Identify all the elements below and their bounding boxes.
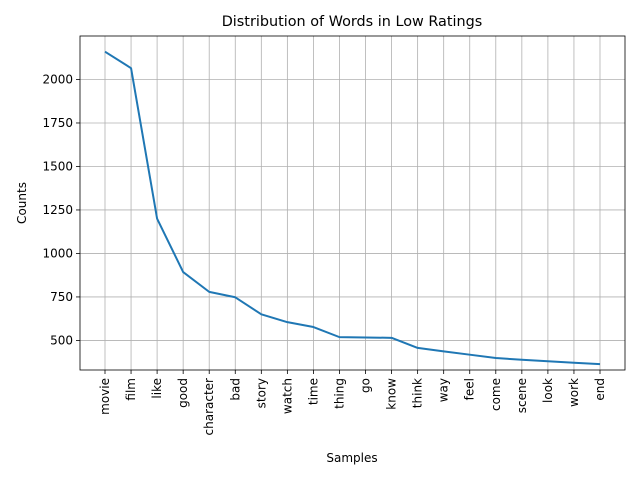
grid-lines [80,36,625,370]
x-tick-label: story [254,378,268,408]
x-tick-label: think [411,378,425,408]
x-axis-ticks: movie film like good character bad story watch t… [98,370,607,435]
series-line [104,50,601,366]
y-tick-label: 500 [50,333,73,347]
x-tick-label: come [489,378,503,411]
y-tick-label: 1500 [42,159,73,173]
x-tick-label: scene [515,378,529,413]
x-axis-label: Samples [326,451,377,465]
chart-title: Distribution of Words in Low Ratings [222,14,483,30]
axes-frame [79,35,626,371]
x-tick-label: character [202,378,216,436]
x-tick-label: look [541,378,555,403]
x-tick-label: thing [332,378,346,409]
x-tick-label: film [124,378,138,401]
plot-area-border [79,35,626,371]
x-tick-label: way [437,378,451,402]
x-tick-label: movie [98,378,112,415]
x-tick-label: bad [228,378,242,401]
y-tick-label: 1000 [42,246,73,260]
x-tick-label: watch [280,378,294,414]
x-tick-label: good [176,378,190,408]
y-tick-label: 1250 [42,203,73,217]
y-tick-label: 750 [50,290,73,304]
x-tick-label: know [385,378,399,410]
y-tick-label: 2000 [42,72,73,86]
x-tick-label: end [593,378,607,401]
x-tick-label: work [567,378,581,407]
y-axis-ticks: 500 750 1000 1250 1500 1750 2000 [42,72,80,347]
x-tick-label: time [306,378,320,405]
y-tick-label: 1750 [42,116,73,130]
x-tick-label: go [359,378,373,393]
y-axis-label: Counts [15,182,29,224]
x-tick-label: feel [463,378,477,400]
x-tick-label: like [150,378,164,399]
